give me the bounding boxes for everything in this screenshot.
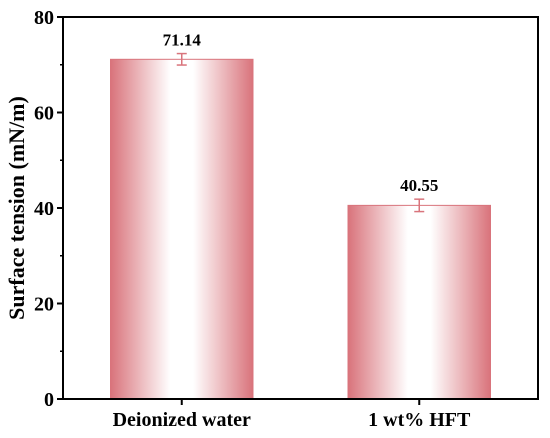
bars-group — [110, 58, 491, 400]
y-tick-label-1: 20 — [34, 294, 54, 316]
value-label-0: 71.14 — [163, 31, 202, 50]
error-bars-group — [176, 52, 425, 213]
y-tick-label-4: 80 — [34, 7, 54, 29]
y-tick-label-3: 60 — [34, 103, 54, 125]
value-labels-group: 71.14 40.55 — [163, 31, 439, 196]
y-tick-label-2: 40 — [34, 198, 54, 220]
x-tick-label-0: Deionized water — [113, 409, 251, 431]
x-axis: Deionized water 1 wt% HFT — [113, 399, 471, 431]
x-tick-label-1: 1 wt% HFT — [368, 409, 471, 431]
value-label-1: 40.55 — [400, 176, 438, 195]
y-axis-title: Surface tension (mN/m) — [4, 96, 29, 320]
y-axis: 0 20 40 60 80 — [34, 7, 63, 411]
y-tick-label-0: 0 — [44, 389, 54, 411]
bar-1 — [347, 204, 491, 400]
bar-0 — [110, 58, 254, 400]
